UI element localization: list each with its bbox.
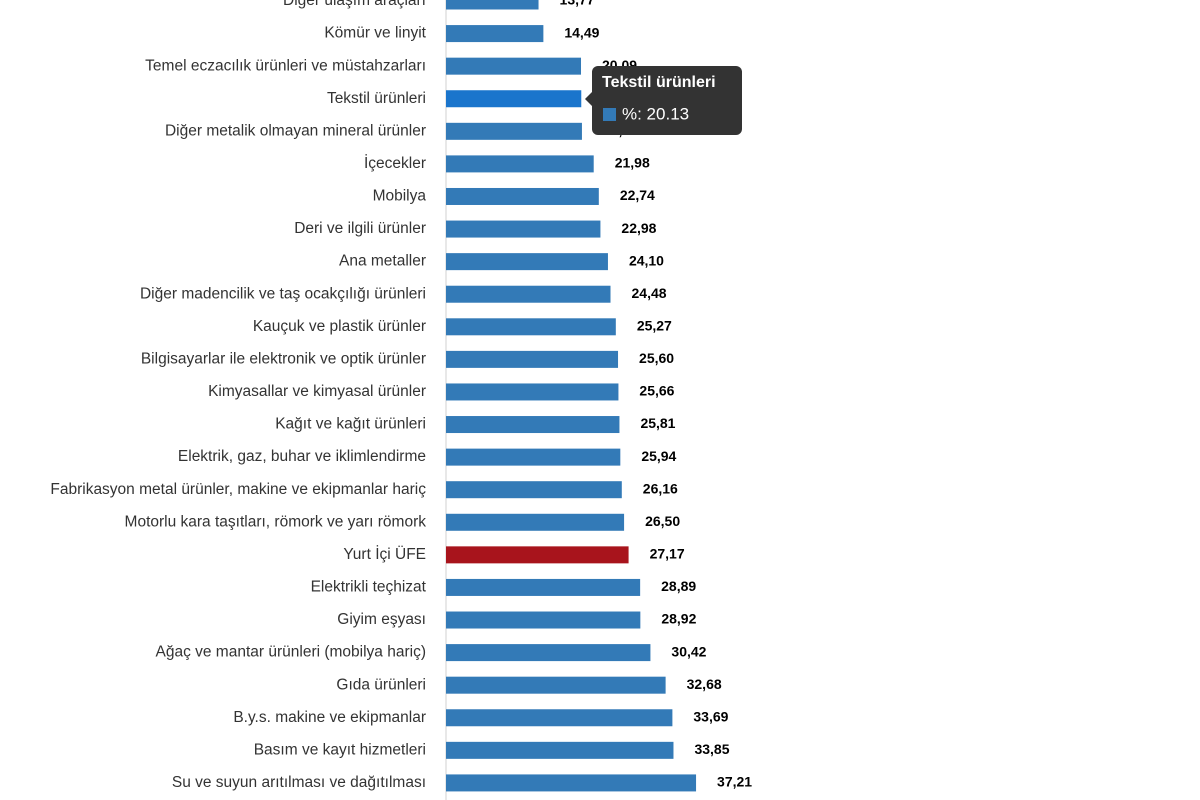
value-label: 32,68 <box>687 676 722 692</box>
value-label: 24,48 <box>632 285 667 301</box>
bar <box>446 709 673 727</box>
category-label: Elektrikli teçhizat <box>311 579 427 596</box>
tooltip-swatch <box>603 108 616 121</box>
bar <box>446 220 601 238</box>
bar <box>446 546 629 564</box>
category-label: Deri ve ilgili ürünler <box>294 220 426 237</box>
value-label: 37,21 <box>717 774 752 790</box>
category-label: Fabrikasyon metal ürünler, makine ve eki… <box>50 481 426 498</box>
bar <box>446 187 599 205</box>
bar <box>446 741 674 759</box>
tooltip-text: %: 20.13 <box>622 104 689 123</box>
value-label: 25,60 <box>639 350 674 366</box>
category-label: B.y.s. makine ve ekipmanlar <box>233 709 426 726</box>
tooltip: Tekstil ürünleri %: 20.13 <box>585 66 742 135</box>
category-label: Ana metaller <box>339 253 426 270</box>
value-label: 26,50 <box>645 513 680 529</box>
category-label: Giyim eşyası <box>337 611 426 628</box>
category-label: Kömür ve linyit <box>324 25 426 42</box>
bar <box>446 318 616 336</box>
bar <box>446 416 620 434</box>
value-label: 25,66 <box>639 383 674 399</box>
bar <box>446 350 619 368</box>
bar <box>446 122 582 140</box>
tooltip-title: Tekstil ürünleri <box>602 74 716 91</box>
bar <box>446 448 621 466</box>
bar <box>446 90 582 108</box>
category-label: Basım ve kayıt hizmetleri <box>254 741 426 758</box>
category-label: Kauçuk ve plastik ürünler <box>253 318 426 335</box>
value-label: 24,10 <box>629 252 664 268</box>
category-label: Yurt İçi ÜFE <box>343 545 426 563</box>
bar <box>446 481 622 499</box>
bar <box>446 285 611 303</box>
bar <box>446 578 641 596</box>
category-label: Diğer ulaşım araçları <box>283 0 426 9</box>
category-label: Bilgisayarlar ile elektronik ve optik ür… <box>141 350 426 367</box>
category-label: İçecekler <box>364 154 426 172</box>
category-label: Kimyasallar ve kimyasal ürünler <box>208 383 426 400</box>
value-label: 21,98 <box>615 155 650 171</box>
category-label: Elektrik, gaz, buhar ve iklimlendirme <box>178 448 426 465</box>
bar <box>446 155 594 173</box>
value-label: 13,77 <box>560 0 595 8</box>
category-label: Tekstil ürünleri <box>327 90 426 107</box>
bar <box>446 513 625 531</box>
value-label: 33,85 <box>694 741 729 757</box>
bar <box>446 676 666 694</box>
value-label: 22,98 <box>621 220 656 236</box>
bar <box>446 774 697 792</box>
value-label: 25,81 <box>640 415 675 431</box>
category-label: Temel eczacılık ürünleri ve müstahzarlar… <box>145 57 426 74</box>
category-label: Diğer metalik olmayan mineral ürünler <box>165 122 426 139</box>
tooltip-arrow <box>585 92 592 106</box>
value-label: 30,42 <box>671 643 706 659</box>
bar <box>446 253 608 271</box>
value-label: 26,16 <box>643 480 678 496</box>
bar <box>446 25 544 43</box>
bar <box>446 383 619 401</box>
category-label: Gıda ürünleri <box>336 676 426 693</box>
value-label: 25,27 <box>637 318 672 334</box>
bar <box>446 0 539 10</box>
category-label: Su ve suyun arıtılması ve dağıtılması <box>172 774 426 791</box>
category-label: Kağıt ve kağıt ürünleri <box>275 416 426 433</box>
value-label: 28,89 <box>661 578 696 594</box>
value-label: 22,74 <box>620 187 655 203</box>
value-label: 28,92 <box>661 611 696 627</box>
value-label: 25,94 <box>641 448 676 464</box>
category-label: Mobilya <box>373 188 427 205</box>
plot: Diğer ulaşım araçları 13,77 Kömür ve linyi… <box>50 0 752 792</box>
value-label: 27,17 <box>650 546 685 562</box>
category-label: Ağaç ve mantar ürünleri (mobilya hariç) <box>156 644 427 661</box>
bar <box>446 644 651 662</box>
bar <box>446 57 582 75</box>
value-label: 33,69 <box>693 708 728 724</box>
bar <box>446 611 641 629</box>
category-label: Motorlu kara taşıtları, römork ve yarı r… <box>125 513 427 530</box>
category-label: Diğer madencilik ve taş ocakçılığı ürünl… <box>140 285 426 302</box>
tooltip-box <box>592 66 742 135</box>
value-label: 14,49 <box>564 24 599 40</box>
